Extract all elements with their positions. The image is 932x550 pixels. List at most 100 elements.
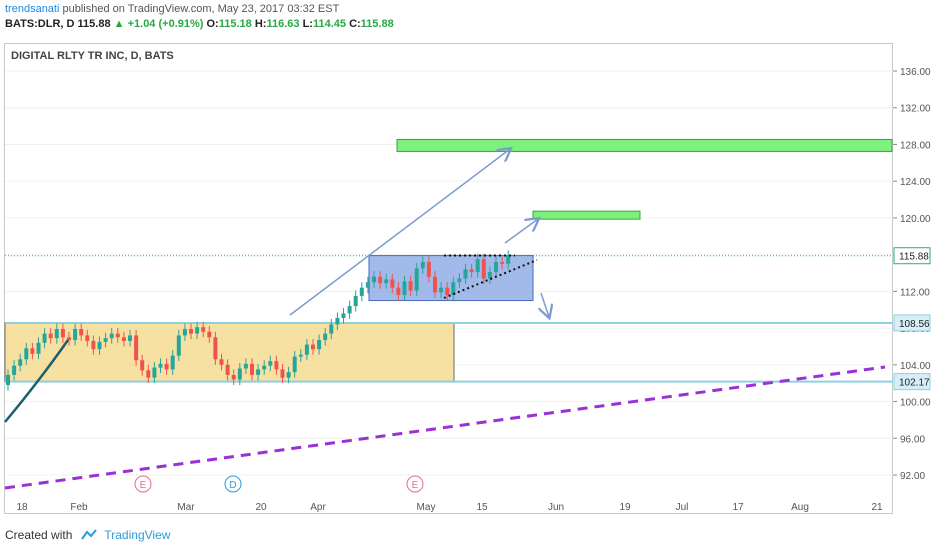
candle [140, 354, 145, 376]
candle [36, 337, 41, 360]
y-tick-label: 136.00 [900, 67, 931, 78]
candle [347, 300, 352, 319]
candles [6, 250, 511, 391]
candle [128, 329, 132, 347]
candle-body [433, 276, 437, 293]
candle-body [79, 329, 84, 336]
y-tick-label: 100.00 [900, 398, 931, 409]
candle [250, 358, 254, 381]
candle-body [48, 333, 53, 339]
candle [231, 369, 236, 386]
candle [42, 328, 47, 349]
candle [341, 307, 346, 324]
candle [262, 360, 267, 375]
candle [329, 318, 334, 340]
close-value: 115.88 [360, 18, 394, 30]
candle-body [506, 255, 511, 264]
candle-body [347, 306, 352, 314]
candle [487, 266, 492, 285]
candle-body [420, 261, 425, 269]
candle-body [182, 329, 187, 336]
candle-body [408, 281, 413, 291]
y-tick-label: 92.00 [900, 471, 925, 482]
candle-body [384, 279, 389, 284]
candle [414, 262, 419, 296]
last-price-label-box [893, 247, 931, 265]
candle [67, 331, 71, 346]
candle-body [500, 261, 505, 264]
candle-body [189, 329, 193, 334]
candle-body [414, 268, 419, 291]
candle [54, 323, 59, 344]
candle [60, 323, 65, 343]
candle [372, 271, 376, 288]
candle-body [378, 276, 383, 284]
candle [195, 321, 200, 340]
level-low-label-box [893, 373, 931, 391]
candle-body [170, 355, 175, 370]
change-value: +1.04 (+0.91%) [127, 18, 204, 30]
candle [280, 363, 285, 384]
candle-body [402, 281, 407, 296]
candle-body [353, 295, 358, 307]
candle [408, 275, 413, 296]
candle-body [128, 335, 132, 341]
candle-body [390, 279, 395, 288]
candle-body [359, 287, 364, 296]
candle-body [195, 327, 200, 334]
candle-body [274, 361, 279, 370]
candle [298, 349, 303, 363]
candle-body [109, 333, 114, 339]
tradingview-brand[interactable]: TradingView [104, 528, 171, 542]
candle [481, 253, 486, 285]
up-arrow-icon: ▲ [113, 18, 125, 30]
candle [24, 342, 29, 365]
event-label: D [229, 480, 236, 491]
candle-body [250, 363, 254, 375]
candle-body [335, 317, 340, 325]
published-text: published on TradingView.com, May 23, 20… [62, 3, 340, 15]
candle-body [457, 278, 462, 283]
candle-body [262, 365, 267, 370]
candle-body [304, 344, 309, 355]
candle [158, 358, 163, 374]
x-tick-label: 15 [476, 502, 488, 513]
footer: Created with TradingView [5, 528, 170, 542]
x-tick-label: 19 [619, 502, 631, 513]
candle [384, 273, 389, 289]
candle-body [311, 344, 315, 350]
candle [115, 328, 120, 343]
candle [292, 351, 297, 378]
candle-body [42, 333, 47, 343]
price-chart[interactable]: 136.00132.00128.00124.00120.00116.00112.… [0, 0, 932, 520]
x-tick-label: Jun [548, 502, 564, 513]
candle-body [323, 333, 328, 341]
candle-body [329, 324, 334, 334]
candle [201, 321, 206, 338]
symbol-label: BATS:DLR, D [5, 18, 75, 30]
high-value: 116.63 [266, 18, 300, 30]
candle-body [115, 333, 120, 338]
y-tick-label: 120.00 [900, 214, 931, 225]
chart-frame[interactable] [4, 43, 893, 514]
x-tick-label: May [417, 502, 436, 513]
candle [219, 353, 224, 371]
candle [48, 328, 53, 344]
candle-body [445, 287, 450, 296]
x-tick-label: Feb [70, 502, 88, 513]
candle-body [372, 276, 376, 283]
price-axis: 136.00132.00128.00124.00120.00116.00112.… [893, 67, 931, 482]
author-link[interactable]: trendsanati [5, 3, 60, 15]
candle-body [237, 368, 242, 380]
event-marker[interactable]: D [224, 475, 242, 493]
candle [256, 363, 261, 381]
event-label: E [412, 480, 419, 491]
candle [103, 332, 108, 348]
candle-body [451, 282, 456, 296]
candle [121, 331, 126, 347]
event-marker[interactable]: E [134, 475, 152, 493]
event-marker[interactable]: E [406, 475, 424, 493]
level-low-label: 102.17 [899, 378, 930, 389]
candle-body [6, 374, 10, 386]
